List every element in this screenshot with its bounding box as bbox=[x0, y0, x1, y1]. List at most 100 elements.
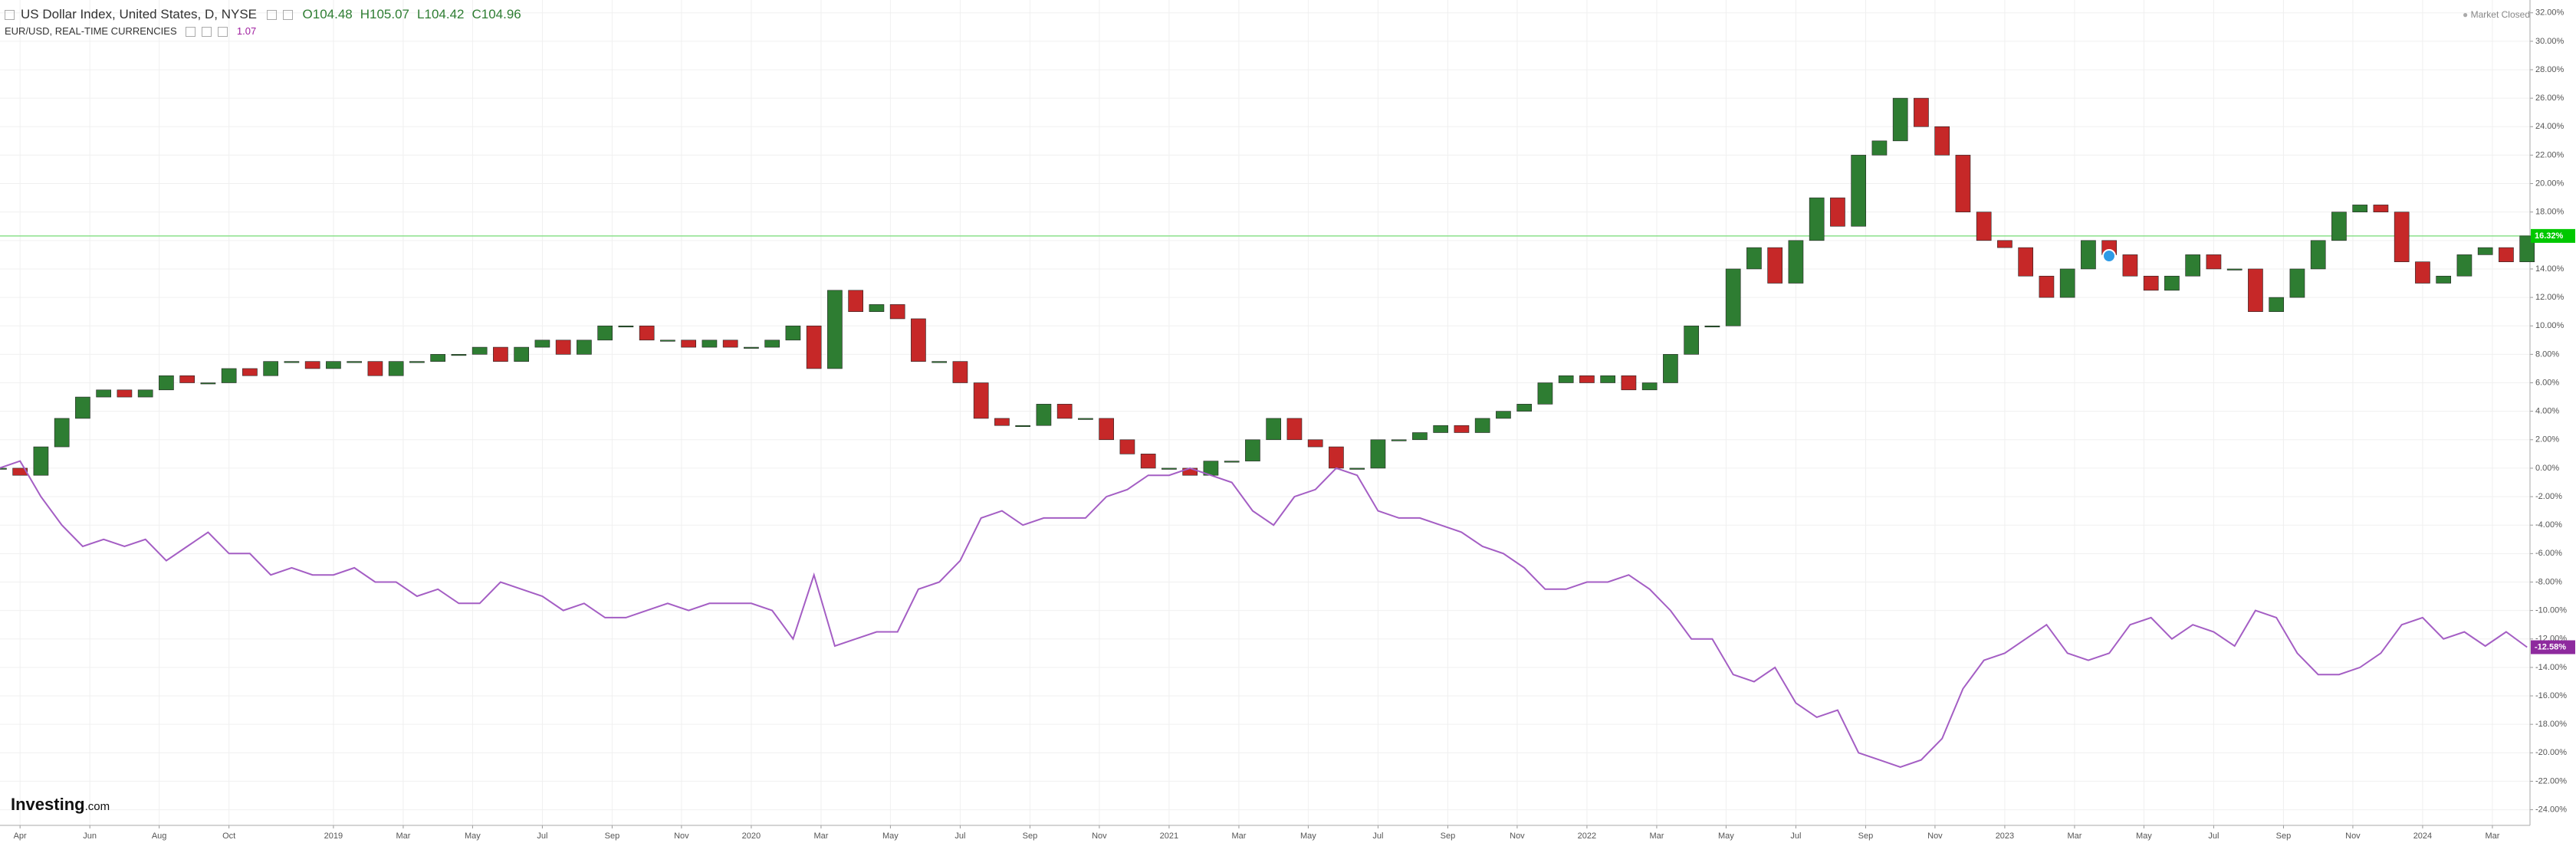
close-icon[interactable] bbox=[282, 10, 293, 21]
collapse-icon[interactable] bbox=[5, 10, 15, 21]
main-legend: US Dollar Index, United States, D, NYSE … bbox=[5, 7, 535, 22]
x-tick-label: 2023 bbox=[1996, 832, 2014, 841]
y-tick-label: -4.00% bbox=[2535, 520, 2562, 530]
x-tick-label: Aug bbox=[152, 832, 167, 841]
candle bbox=[1078, 418, 1093, 420]
candle bbox=[827, 290, 843, 369]
x-tick-label: Sep bbox=[2276, 832, 2292, 841]
candle bbox=[2143, 275, 2159, 291]
candle bbox=[869, 304, 885, 312]
candle bbox=[785, 325, 801, 341]
candle bbox=[326, 361, 341, 369]
candle bbox=[200, 382, 216, 385]
candle bbox=[994, 418, 1010, 426]
candle bbox=[1349, 467, 1365, 470]
candle bbox=[347, 361, 363, 363]
candle bbox=[2373, 205, 2389, 212]
candle bbox=[472, 346, 488, 355]
candle bbox=[1914, 97, 1929, 127]
candle bbox=[221, 368, 237, 383]
x-tick-label: 2019 bbox=[324, 832, 343, 841]
y-tick-label: -22.00% bbox=[2535, 776, 2567, 786]
settings-icon[interactable] bbox=[266, 10, 277, 21]
candle bbox=[75, 396, 90, 419]
candle bbox=[618, 325, 634, 328]
x-tick-label: Jul bbox=[1790, 832, 1801, 841]
candle bbox=[1056, 404, 1073, 419]
candle bbox=[534, 339, 550, 348]
x-tick-label: Nov bbox=[1510, 832, 1525, 841]
candle bbox=[1474, 418, 1490, 433]
candle bbox=[848, 290, 864, 312]
y-tick-label: 24.00% bbox=[2535, 122, 2564, 131]
candle bbox=[744, 346, 759, 349]
logo-brand: Investing bbox=[11, 795, 85, 814]
candle bbox=[1704, 325, 1720, 328]
candle bbox=[1579, 375, 1595, 383]
candle bbox=[1140, 454, 1156, 469]
candle bbox=[932, 361, 948, 363]
candle bbox=[284, 361, 300, 363]
logo-suffix: .com bbox=[84, 800, 110, 813]
candle bbox=[2289, 268, 2305, 298]
candle bbox=[2310, 240, 2326, 270]
x-tick-label: 2021 bbox=[1160, 832, 1178, 841]
y-tick-label: -8.00% bbox=[2535, 577, 2562, 586]
candle bbox=[1099, 418, 1115, 441]
ohlc-value: 104.96 bbox=[481, 7, 521, 21]
candle bbox=[1454, 425, 1470, 433]
candle bbox=[1663, 354, 1678, 383]
candle bbox=[2394, 212, 2410, 262]
price-badge bbox=[2531, 640, 2575, 654]
candle bbox=[702, 339, 718, 348]
settings-icon[interactable] bbox=[186, 27, 196, 38]
candle bbox=[493, 346, 508, 362]
y-tick-label: -10.00% bbox=[2535, 606, 2567, 615]
close-icon[interactable] bbox=[218, 27, 228, 38]
candle bbox=[2185, 254, 2201, 277]
event-icon[interactable] bbox=[2102, 249, 2116, 263]
candle bbox=[1266, 418, 1282, 441]
ohlc-value: 105.07 bbox=[370, 7, 410, 21]
ohlc-value: 104.42 bbox=[424, 7, 465, 21]
candle bbox=[1224, 461, 1240, 463]
candle bbox=[555, 339, 571, 355]
y-tick-label: 6.00% bbox=[2535, 378, 2559, 387]
candle bbox=[12, 467, 28, 476]
x-tick-label: 2022 bbox=[1578, 832, 1596, 841]
y-tick-label: -14.00% bbox=[2535, 663, 2567, 672]
candle bbox=[1830, 197, 1845, 227]
y-tick-label: 0.00% bbox=[2535, 464, 2559, 473]
candle bbox=[806, 325, 822, 369]
candle bbox=[33, 446, 49, 476]
x-tick-label: Jul bbox=[537, 832, 547, 841]
candle bbox=[1892, 97, 1908, 142]
x-tick-label: Mar bbox=[2067, 832, 2082, 841]
y-tick-label: -20.00% bbox=[2535, 748, 2567, 757]
candle bbox=[2352, 205, 2368, 212]
candle bbox=[1851, 155, 1867, 227]
candle bbox=[137, 389, 153, 398]
price-badge-label: 16.32% bbox=[2535, 231, 2564, 241]
x-tick-label: Sep bbox=[1858, 832, 1874, 841]
candle bbox=[2436, 275, 2452, 284]
x-tick-label: Jul bbox=[955, 832, 965, 841]
status-text: Market Closed bbox=[2470, 9, 2530, 20]
x-tick-label: May bbox=[2136, 832, 2152, 841]
candle bbox=[1412, 432, 1428, 441]
candle bbox=[1015, 425, 1031, 428]
x-tick-label: Sep bbox=[605, 832, 620, 841]
candle bbox=[1558, 375, 1574, 383]
price-badge bbox=[2531, 228, 2575, 243]
y-tick-label: 14.00% bbox=[2535, 264, 2564, 274]
candle bbox=[2456, 254, 2472, 277]
candle bbox=[660, 339, 675, 342]
candle bbox=[2331, 212, 2347, 241]
ohlc-label: L bbox=[417, 7, 425, 21]
compare-value: 1.07 bbox=[236, 25, 257, 37]
candle bbox=[367, 361, 383, 376]
candle bbox=[430, 354, 446, 362]
hide-icon[interactable] bbox=[202, 27, 212, 38]
candle bbox=[117, 389, 133, 398]
